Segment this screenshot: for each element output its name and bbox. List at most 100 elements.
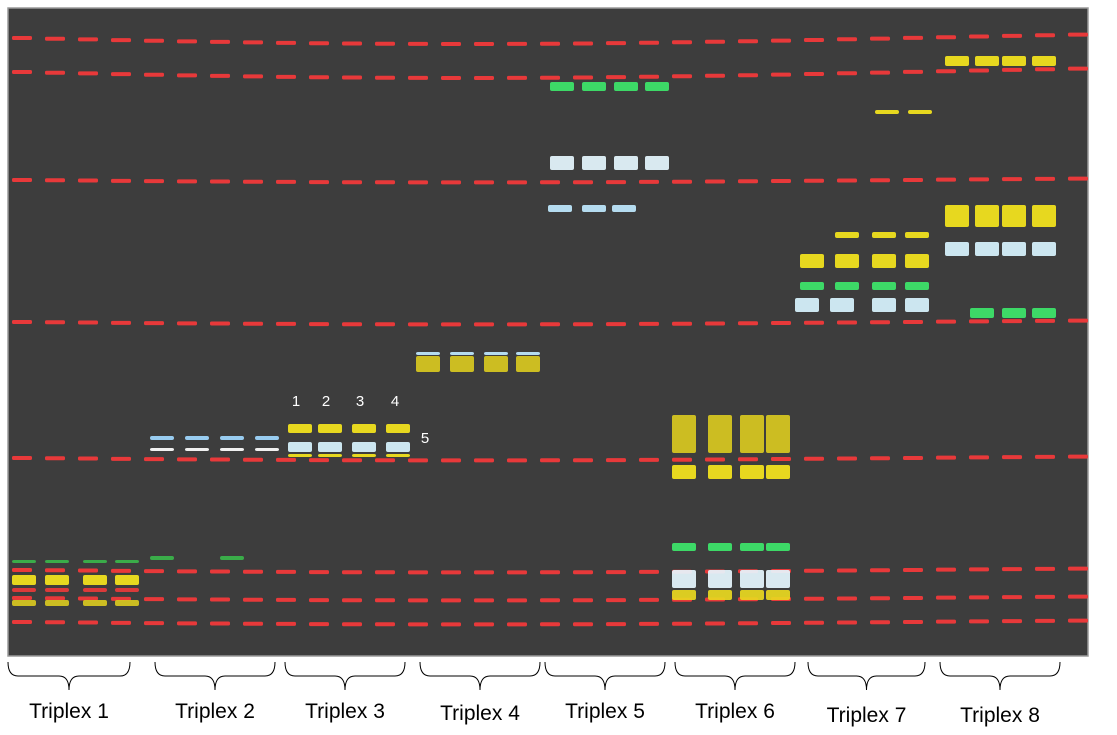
ladder-band [507,42,527,46]
ladder-band [177,179,197,183]
ladder-band [936,596,956,600]
ladder-band [705,622,725,626]
sample-band [12,588,36,592]
sample-band [150,556,174,560]
ladder-band [969,455,989,459]
ladder-band [804,179,824,183]
sample-band [386,454,410,457]
ladder-band [936,568,956,572]
ladder-band [540,570,560,574]
ladder-band [969,69,989,73]
ladder-band [936,178,956,182]
sample-band [905,254,929,268]
ladder-band [903,36,923,40]
ladder-band [375,570,395,574]
ladder-band [870,320,890,324]
sample-band [548,205,572,212]
ladder-band [45,568,65,572]
sample-band [185,436,209,440]
sample-band [12,600,36,606]
ladder-band [342,322,362,326]
sample-band [766,543,790,551]
ladder-band [540,76,560,80]
ladder-band [540,458,560,462]
sample-band [1002,308,1026,318]
ladder-band [441,322,461,326]
sample-band [516,356,540,372]
sample-band [800,282,824,290]
ladder-band [243,322,263,326]
ladder-band [1002,619,1022,623]
ladder-band [1068,33,1088,37]
ladder-band [45,456,65,460]
ladder-band [639,570,659,574]
ladder-band [1035,177,1055,181]
ladder-band [12,568,32,572]
brace [940,662,1060,690]
ladder-band [573,75,593,79]
ladder-band [870,37,890,41]
ladder-band [507,76,527,80]
ladder-band [540,42,560,46]
ladder-band [12,70,32,74]
ladder-band [309,622,329,626]
ladder-band [474,458,494,462]
ladder-band [375,322,395,326]
triplex-label: Triplex 7 [827,704,907,727]
sample-band [185,448,209,451]
ladder-band [771,457,791,461]
ladder-band [408,322,428,326]
ladder-band [309,75,329,79]
ladder-band [78,597,98,601]
ladder-band [573,622,593,626]
sample-band [582,82,606,91]
ladder-band [870,71,890,75]
ladder-band [342,570,362,574]
ladder-band [936,620,956,624]
ladder-band [45,320,65,324]
ladder-band [870,178,890,182]
sample-band [708,570,732,588]
ladder-band [177,321,197,325]
ladder-band [639,41,659,45]
sample-band [872,298,896,312]
ladder-band [738,321,758,325]
ladder-band [738,179,758,183]
ladder-band [78,621,98,625]
ladder-band [309,41,329,45]
sample-band [83,575,107,585]
sample-band [970,308,994,318]
ladder-band [639,180,659,184]
ladder-band [243,622,263,626]
ladder-band [1002,177,1022,181]
ladder-band [441,570,461,574]
ladder-band [210,622,230,626]
sample-band [484,356,508,372]
ladder-band [78,179,98,183]
ladder-band [705,180,725,184]
lane-marker: 4 [391,393,399,410]
sample-band [830,298,854,312]
ladder-band [210,570,230,574]
sample-band [45,588,69,592]
ladder-band [144,321,164,325]
sample-band [872,282,896,290]
sample-band [83,600,107,606]
ladder-band [639,622,659,626]
sample-band [150,448,174,451]
sample-band [550,82,574,91]
ladder-band [342,622,362,626]
sample-band [945,56,969,66]
sample-band [708,590,732,600]
ladder-band [837,597,857,601]
ladder-band [78,569,98,573]
ladder-band [837,457,857,461]
ladder-band [573,322,593,326]
ladder-band [705,74,725,78]
sample-band [352,454,376,457]
sample-band [740,590,764,600]
ladder-band [903,596,923,600]
ladder-band [804,621,824,625]
sample-band [872,232,896,238]
ladder-band [276,458,296,462]
